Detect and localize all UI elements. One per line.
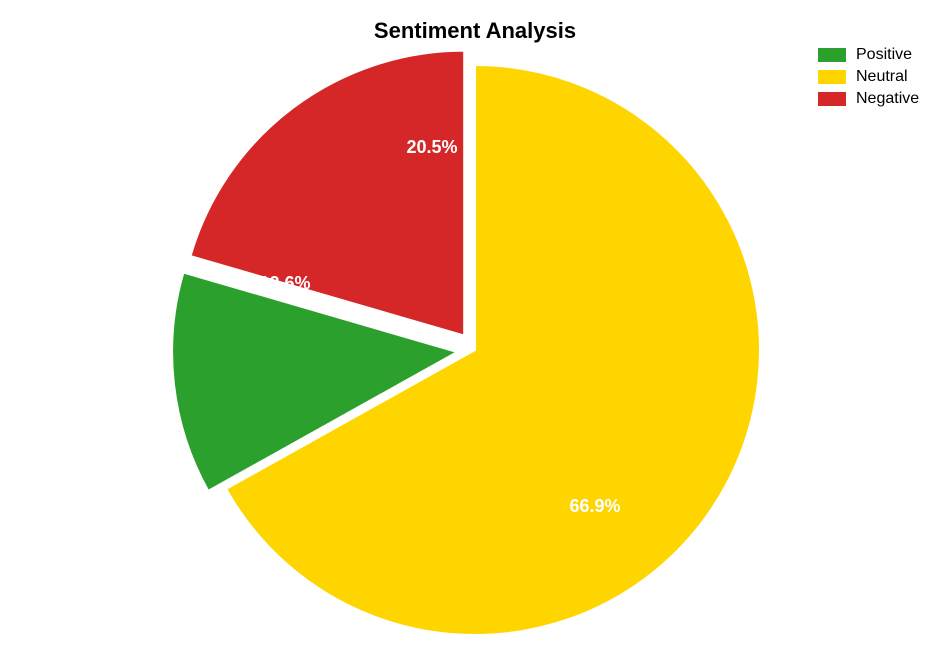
legend-item-negative: Negative (818, 90, 919, 108)
slice-label-negative: 20.5% (406, 137, 457, 157)
legend-swatch-negative (818, 92, 846, 106)
chart-container: Sentiment Analysis 12.6%66.9%20.5% Posit… (0, 0, 950, 662)
legend-label-neutral: Neutral (856, 68, 908, 86)
slice-label-neutral: 66.9% (569, 496, 620, 516)
legend-swatch-neutral (818, 70, 846, 84)
legend: Positive Neutral Negative (818, 46, 919, 112)
legend-item-positive: Positive (818, 46, 919, 64)
legend-label-positive: Positive (856, 46, 912, 64)
legend-swatch-positive (818, 48, 846, 62)
slice-label-positive: 12.6% (259, 273, 310, 293)
pie-chart: 12.6% 66.9% 20.5% (0, 0, 950, 662)
legend-item-neutral: Neutral (818, 68, 919, 86)
legend-label-negative: Negative (856, 90, 919, 108)
